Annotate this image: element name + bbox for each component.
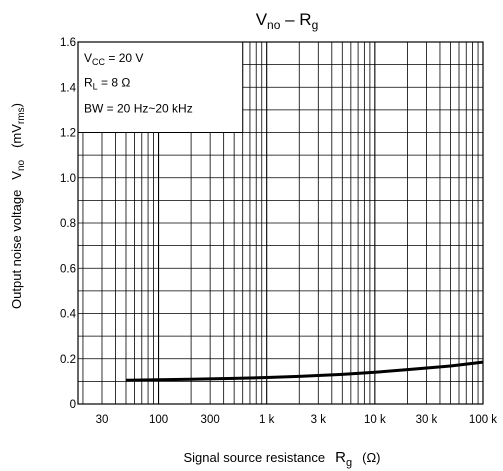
y-tick-label: 1.2: [60, 128, 76, 140]
y-tick-label: 1.4: [60, 82, 77, 94]
chart-title: Vno – Rg: [256, 10, 319, 32]
y-tick-label: 0: [70, 399, 76, 411]
x-tick-label: 30 k: [416, 414, 438, 426]
y-tick-label: 0.8: [60, 218, 76, 230]
noise-curve: [125, 360, 484, 382]
y-tick-label: 0.2: [60, 354, 76, 366]
x-tick-label: 300: [201, 414, 220, 426]
y-tick-label: 0.6: [60, 263, 76, 275]
y-tick-label: 1.0: [60, 173, 76, 185]
x-tick-label: 30: [96, 414, 109, 426]
x-tick-label: 10 k: [364, 414, 386, 426]
condition-rl: RL = 8 Ω: [84, 76, 130, 92]
x-tick-labels: 30 100 300 1 k 3 k 10 k 30 k 100 k: [96, 414, 498, 426]
x-axis-label: Signal source resistance Rg (Ω): [184, 449, 381, 469]
x-tick-label: 100: [149, 414, 168, 426]
y-axis-label: Output noise voltageVno(mVrms): [9, 103, 27, 309]
y-tick-labels: 0 0.2 0.4 0.6 0.8 1.0 1.2 1.4 1.6: [60, 37, 77, 411]
y-tick-label: 0.4: [60, 309, 77, 321]
y-tick-label: 1.6: [60, 37, 76, 49]
condition-bw: BW = 20 Hz~20 kHz: [84, 102, 193, 116]
x-tick-label: 100 k: [469, 414, 497, 426]
condition-vcc: VCC = 20 V: [84, 51, 143, 67]
plot-frame: [77, 41, 484, 405]
conditions-box-background: [77, 41, 244, 133]
x-tick-label: 3 k: [311, 414, 327, 426]
conditions-box: VCC = 20 V RL = 8 Ω BW = 20 Hz~20 kHz: [77, 41, 244, 133]
x-tick-label: 1 k: [259, 414, 275, 426]
